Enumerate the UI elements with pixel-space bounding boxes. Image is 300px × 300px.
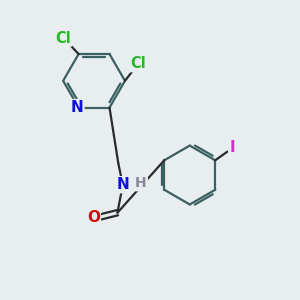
Text: N: N	[116, 177, 129, 192]
Text: O: O	[87, 211, 100, 226]
Text: H: H	[135, 176, 147, 190]
Text: N: N	[71, 100, 83, 115]
Text: Cl: Cl	[130, 56, 146, 71]
Text: I: I	[229, 140, 235, 155]
Text: Cl: Cl	[56, 31, 71, 46]
